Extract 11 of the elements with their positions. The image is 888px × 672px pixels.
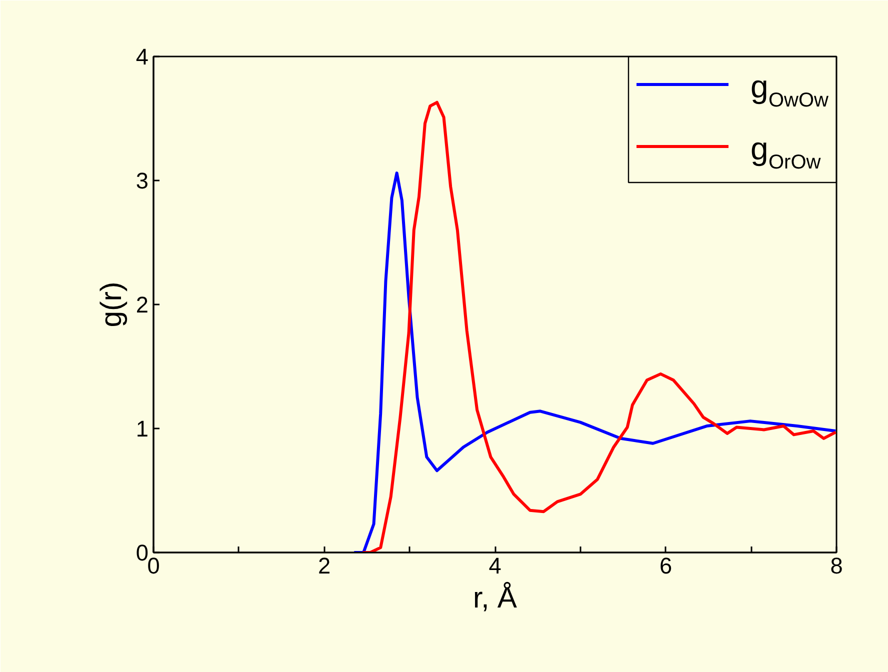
y-axis-title: g(r): [94, 282, 128, 328]
x-axis-title: r, Å: [472, 582, 518, 614]
y-tick-label: 1: [136, 416, 149, 442]
x-tick-label: 6: [659, 552, 672, 578]
x-tick-label: 2: [318, 552, 331, 578]
x-tick-label: 4: [488, 552, 502, 578]
x-tick-label: 8: [830, 552, 843, 578]
line-series: [352, 172, 836, 552]
y-tick-label: 3: [136, 168, 149, 194]
y-tick-label: 2: [136, 292, 149, 318]
y-tick-label: 4: [136, 44, 149, 70]
